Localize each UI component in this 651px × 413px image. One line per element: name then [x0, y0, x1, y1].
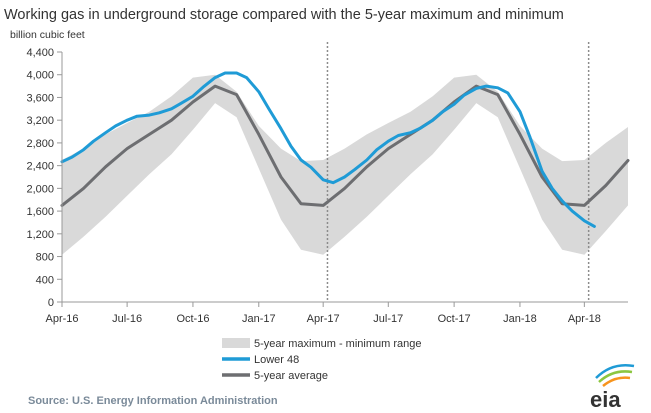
- y-tick-label-3: 1,200: [26, 229, 54, 241]
- legend-label-range: 5-year maximum - minimum range: [254, 338, 421, 350]
- y-tick-label-7: 2,800: [26, 138, 54, 150]
- y-tick-label-8: 3,200: [26, 115, 54, 127]
- legend-label-5yr-average: 5-year average: [254, 370, 328, 382]
- y-tick-label-11: 4,400: [26, 47, 54, 59]
- x-tick-label-1: Jul-16: [112, 313, 142, 325]
- plot-area: [60, 42, 630, 302]
- legend-label-lower48: Lower 48: [254, 354, 299, 366]
- y-tick-label-5: 2,000: [26, 183, 54, 195]
- x-tick-label-0: Apr-16: [45, 313, 78, 325]
- x-tick-label-5: Jul-17: [373, 313, 403, 325]
- y-axis: 0 400 800 1,200 1,600 2,000 2,400 2,800 3,200 3,6…: [26, 47, 62, 309]
- x-tick-label-4: Apr-17: [307, 313, 340, 325]
- y-tick-label-0: 0: [48, 297, 54, 309]
- y-tick-label-9: 3,600: [26, 92, 54, 104]
- eia-sunburst-logo-icon: eia: [590, 364, 635, 412]
- eia-logo-text: eia: [590, 387, 621, 412]
- source-note: Source: U.S. Energy Information Administ…: [28, 395, 278, 407]
- x-tick-label-8: Apr-18: [568, 313, 601, 325]
- x-tick-label-2: Oct-16: [176, 313, 209, 325]
- series-line-lower48: [60, 71, 596, 228]
- x-tick-label-6: Oct-17: [438, 313, 471, 325]
- series-band-5yr-range: [62, 74, 628, 255]
- legend: 5-year maximum - minimum range Lower 48 …: [222, 338, 421, 382]
- y-tick-label-1: 400: [36, 274, 54, 286]
- series-line-5yr-average: [60, 84, 630, 207]
- legend-swatch-range: [222, 338, 250, 348]
- y-tick-label-10: 4,000: [26, 70, 54, 82]
- x-tick-label-7: Jan-18: [503, 313, 537, 325]
- chart-title: Working gas in underground storage compa…: [4, 7, 564, 23]
- x-tick-label-3: Jan-17: [242, 313, 276, 325]
- y-tick-label-2: 800: [36, 252, 54, 264]
- x-axis: Apr-16 Jul-16 Oct-16 Jan-17 Apr-17 Jul-17 Oct-…: [45, 302, 601, 325]
- y-tick-label-4: 1,600: [26, 206, 54, 218]
- y-axis-unit-label: billion cubic feet: [10, 29, 85, 41]
- y-tick-label-6: 2,400: [26, 161, 54, 173]
